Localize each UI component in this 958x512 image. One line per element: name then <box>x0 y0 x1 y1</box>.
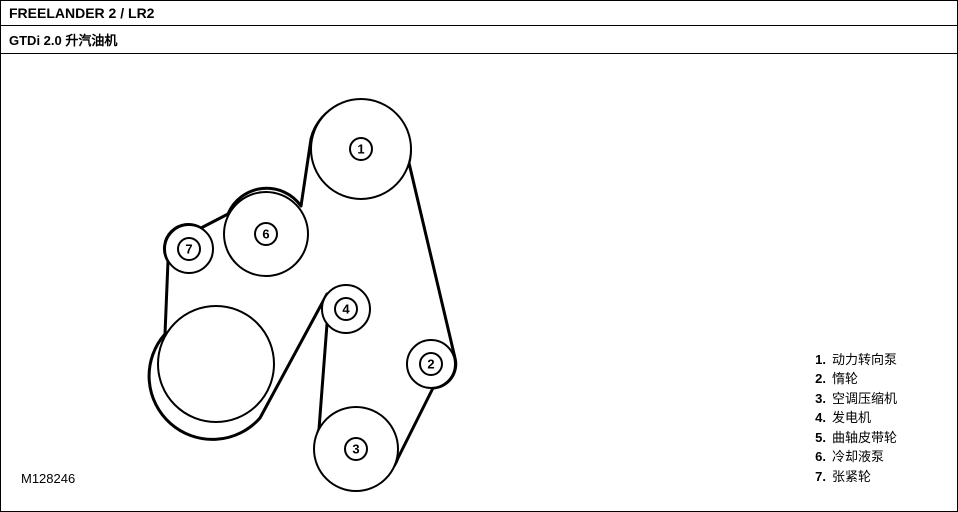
legend-label: 惰轮 <box>832 369 858 389</box>
pulley-2: 2 <box>407 340 455 388</box>
legend-label: 动力转向泵 <box>832 350 897 370</box>
pulley-7: 7 <box>165 225 213 273</box>
header-subtitle: GTDi 2.0 升汽油机 <box>1 26 957 54</box>
legend-label: 曲轴皮带轮 <box>832 428 897 448</box>
legend-num: 4 <box>802 408 832 428</box>
legend-num: 1 <box>802 350 832 370</box>
pulley-3: 3 <box>314 407 398 491</box>
legend-row: 7张紧轮 <box>802 467 897 487</box>
pulley-1: 1 <box>311 99 411 199</box>
legend-label: 发电机 <box>832 408 871 428</box>
pulley-5 <box>158 306 274 422</box>
legend-row: 5曲轴皮带轮 <box>802 428 897 448</box>
pulley-6: 6 <box>224 192 308 276</box>
legend-row: 2惰轮 <box>802 369 897 389</box>
legend-num: 3 <box>802 389 832 409</box>
legend-row: 4发电机 <box>802 408 897 428</box>
pulley-label-4: 4 <box>342 302 350 317</box>
legend-label: 张紧轮 <box>832 467 871 487</box>
legend-label: 空调压缩机 <box>832 389 897 409</box>
legend-row: 1动力转向泵 <box>802 350 897 370</box>
header-title: FREELANDER 2 / LR2 <box>1 1 957 26</box>
legend-row: 6冷却液泵 <box>802 447 897 467</box>
legend-label: 冷却液泵 <box>832 447 884 467</box>
legend: 1动力转向泵2惰轮3空调压缩机4发电机5曲轴皮带轮6冷却液泵7张紧轮 <box>802 350 897 487</box>
pulley-4: 4 <box>322 285 370 333</box>
reference-number: M128246 <box>21 471 75 486</box>
legend-num: 2 <box>802 369 832 389</box>
legend-num: 6 <box>802 447 832 467</box>
pulley-label-3: 3 <box>352 442 359 457</box>
legend-num: 7 <box>802 467 832 487</box>
pulley-label-1: 1 <box>357 142 364 157</box>
pulley-label-2: 2 <box>427 357 434 372</box>
pulley-label-6: 6 <box>262 227 269 242</box>
pulley-label-7: 7 <box>185 242 192 257</box>
legend-num: 5 <box>802 428 832 448</box>
diagram-area: 123467 1动力转向泵2惰轮3空调压缩机4发电机5曲轴皮带轮6冷却液泵7张紧… <box>1 54 957 506</box>
page: FREELANDER 2 / LR2 GTDi 2.0 升汽油机 123467 … <box>0 0 958 512</box>
legend-row: 3空调压缩机 <box>802 389 897 409</box>
